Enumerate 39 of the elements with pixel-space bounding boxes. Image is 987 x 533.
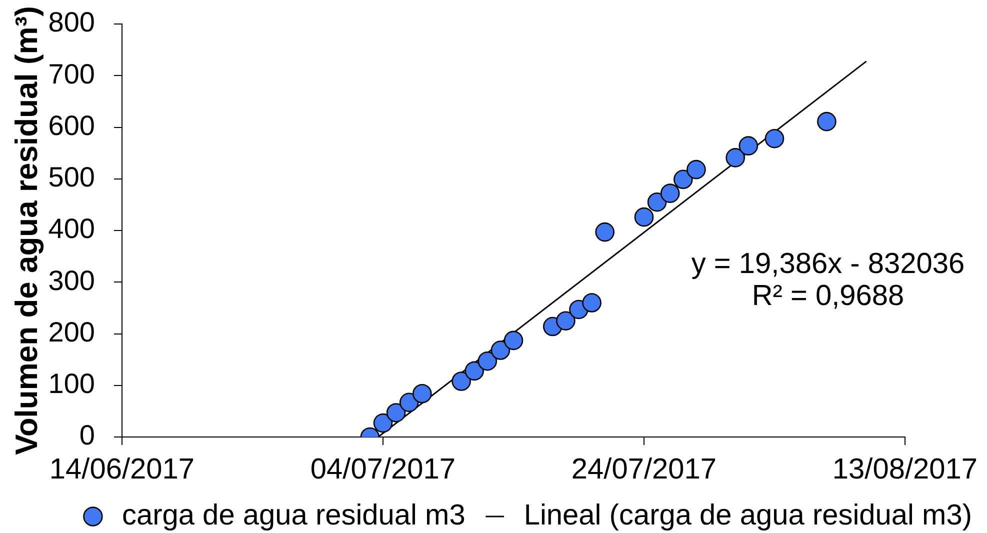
x-tick-label: 13/08/2017	[832, 453, 978, 486]
x-tick-label: 04/07/2017	[310, 453, 456, 486]
y-tick-label: 400	[48, 213, 95, 244]
y-tick-label: 100	[48, 368, 95, 400]
y-axis-title: Volumen de agua residual (m³)	[9, 6, 44, 456]
point	[399, 392, 419, 412]
point	[490, 340, 510, 360]
point	[478, 351, 498, 371]
point	[686, 160, 706, 180]
y-tick-label: 700	[48, 58, 95, 90]
legend-label: Lineal (carga de agua residual m3)	[524, 500, 972, 532]
point	[726, 148, 745, 168]
point	[582, 293, 602, 312]
y-tick-label: 200	[48, 316, 95, 348]
point	[660, 184, 680, 203]
point	[647, 192, 667, 212]
point	[386, 403, 406, 422]
y-tick-label: 800	[48, 6, 95, 38]
point	[412, 384, 432, 404]
point	[817, 112, 836, 132]
point	[764, 128, 784, 148]
point	[595, 222, 614, 242]
x-tick-label: 14/06/2017	[49, 453, 195, 486]
point	[452, 372, 471, 391]
point	[556, 311, 576, 330]
legend-label: carga de agua residual m3	[122, 500, 466, 532]
x-tick-label: 24/07/2017	[571, 453, 717, 486]
y-tick-label: 500	[48, 162, 95, 193]
y-tick-label: 0	[79, 420, 95, 451]
point	[634, 207, 654, 227]
point	[738, 136, 758, 156]
point	[674, 170, 693, 190]
annotation: y = 19,386x - 832036	[691, 248, 965, 280]
point	[464, 361, 484, 381]
y-tick-label: 300	[48, 264, 95, 296]
annotation: R² = 0,9688	[752, 280, 904, 312]
point	[373, 413, 393, 433]
y-tick-label: 600	[48, 110, 95, 141]
point	[504, 330, 524, 350]
